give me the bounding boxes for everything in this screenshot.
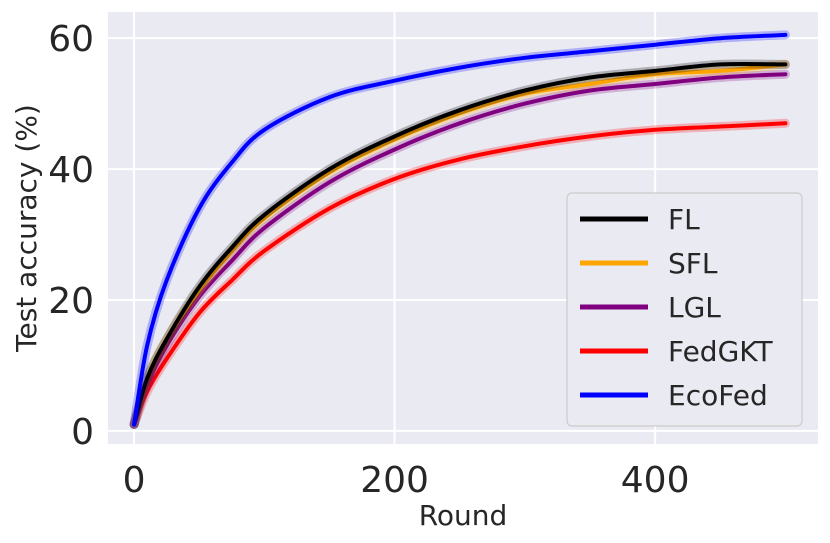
legend-box xyxy=(566,192,803,427)
series-line-fl xyxy=(132,61,788,427)
y-tick-label: 0 xyxy=(71,412,94,453)
y-tick-label: 40 xyxy=(48,150,94,191)
x-tick-label: 200 xyxy=(360,460,429,501)
y-axis-label: Test accuracy (%) xyxy=(10,104,43,353)
y-tick-label: 60 xyxy=(48,19,94,60)
legend-label-sfl: SFL xyxy=(668,247,718,280)
series-line-fedgkt xyxy=(132,121,788,427)
series-line-ecofed xyxy=(132,32,788,427)
legend-label-fl: FL xyxy=(668,203,700,236)
y-tick-label: 20 xyxy=(48,281,94,322)
series-line-lgl xyxy=(132,72,788,427)
x-tick-label: 0 xyxy=(123,460,146,501)
legend: FL SFL LGL FedGKT EcoFed xyxy=(566,192,803,427)
legend-label-fedgkt: FedGKT xyxy=(668,335,773,368)
series-layer xyxy=(129,30,790,429)
tick-labels: 0 200 400 0 20 40 60 xyxy=(48,19,689,501)
legend-label-lgl: LGL xyxy=(668,291,721,324)
x-axis-label: Round xyxy=(419,499,508,532)
x-tick-label: 400 xyxy=(621,460,690,501)
legend-label-ecofed: EcoFed xyxy=(668,379,768,412)
